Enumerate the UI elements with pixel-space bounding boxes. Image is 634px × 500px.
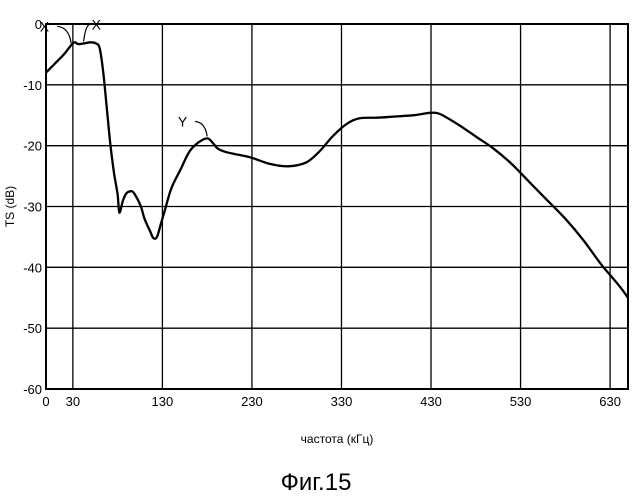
- x-axis-label: частота (кГц): [301, 432, 374, 446]
- x-tick-label: 130: [152, 394, 174, 409]
- x-tick-label: 30: [66, 394, 80, 409]
- annotation-leader: [195, 121, 207, 136]
- annotation-label: Y: [178, 113, 188, 129]
- y-axis-label: TS (dB): [3, 186, 17, 227]
- x-tick-label: 530: [510, 394, 532, 409]
- y-tick-label: -60: [23, 382, 42, 397]
- annotations: X X Y: [40, 16, 207, 136]
- x-tick-label: 230: [241, 394, 263, 409]
- annotation-leader: [84, 24, 90, 41]
- y-tick-label: -50: [23, 321, 42, 336]
- y-tick-label: -10: [23, 78, 42, 93]
- y-tick-label: -30: [23, 200, 42, 215]
- x-tick-label: 430: [420, 394, 442, 409]
- grid: [46, 24, 628, 389]
- series-line-0: [46, 42, 628, 298]
- x-tick-label: 330: [331, 394, 353, 409]
- x-tick-label: 0: [42, 394, 49, 409]
- tick-labels: 0301302303304305306300-10-20-30-40-50-60: [23, 17, 621, 409]
- annotation-label: X: [92, 16, 102, 32]
- y-tick-label: -40: [23, 260, 42, 275]
- annotation-label: X: [40, 18, 50, 34]
- y-tick-label: -20: [23, 139, 42, 154]
- figure-caption: Фиг.15: [281, 469, 352, 496]
- annotation-leader: [57, 26, 71, 43]
- series-group: [46, 42, 628, 298]
- x-tick-label: 630: [599, 394, 621, 409]
